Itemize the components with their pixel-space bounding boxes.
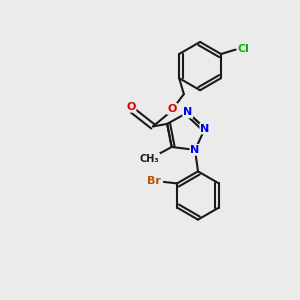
Text: O: O	[167, 104, 177, 114]
Text: Br: Br	[147, 176, 160, 186]
Text: N: N	[190, 145, 200, 155]
Text: N: N	[200, 124, 210, 134]
Text: Cl: Cl	[238, 44, 250, 54]
Text: O: O	[126, 102, 136, 112]
Text: CH₃: CH₃	[140, 154, 159, 164]
Text: N: N	[183, 107, 192, 118]
